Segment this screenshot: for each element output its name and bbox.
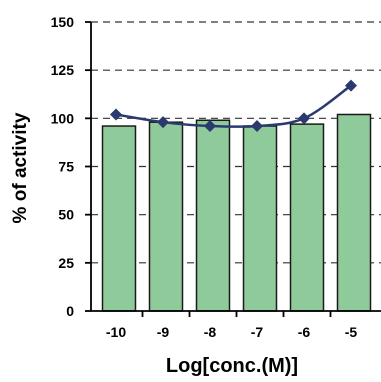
x-tick-label: -6 (298, 324, 311, 340)
y-tick-labels: 0 25 50 75 100 125 150 (51, 14, 75, 319)
data-point (298, 112, 310, 125)
x-axis-title: Log[conc.(M)] (166, 355, 298, 377)
y-tick-label: 50 (58, 207, 74, 223)
y-tick-label: 100 (51, 110, 75, 126)
x-tick-labels: -10 -9 -8 -7 -6 -5 (106, 324, 358, 340)
y-tick-label: 75 (58, 159, 74, 175)
x-tick-label: -5 (345, 324, 358, 340)
data-point (204, 120, 216, 133)
data-point (157, 116, 169, 129)
bar (336, 113, 372, 312)
y-tick-label: 150 (51, 14, 75, 30)
x-tick-label: -8 (204, 324, 217, 340)
y-axis-title: % of activity (10, 112, 31, 223)
x-tick-label: -9 (157, 324, 170, 340)
bar (195, 119, 231, 312)
bar (148, 121, 184, 312)
y-tick-label: 125 (51, 62, 75, 78)
y-tick-label: 0 (66, 303, 74, 319)
data-point (345, 79, 357, 92)
series-line (115, 84, 352, 129)
x-tick-label: -10 (106, 324, 126, 340)
bars (101, 113, 372, 312)
data-point (251, 120, 263, 133)
bar (289, 123, 325, 312)
x-tick-label: -7 (251, 324, 264, 340)
data-point (110, 108, 122, 121)
bar (101, 125, 137, 312)
bar (242, 125, 278, 312)
line-series (110, 79, 357, 133)
y-tick-label: 25 (58, 255, 74, 271)
axes (85, 21, 381, 317)
